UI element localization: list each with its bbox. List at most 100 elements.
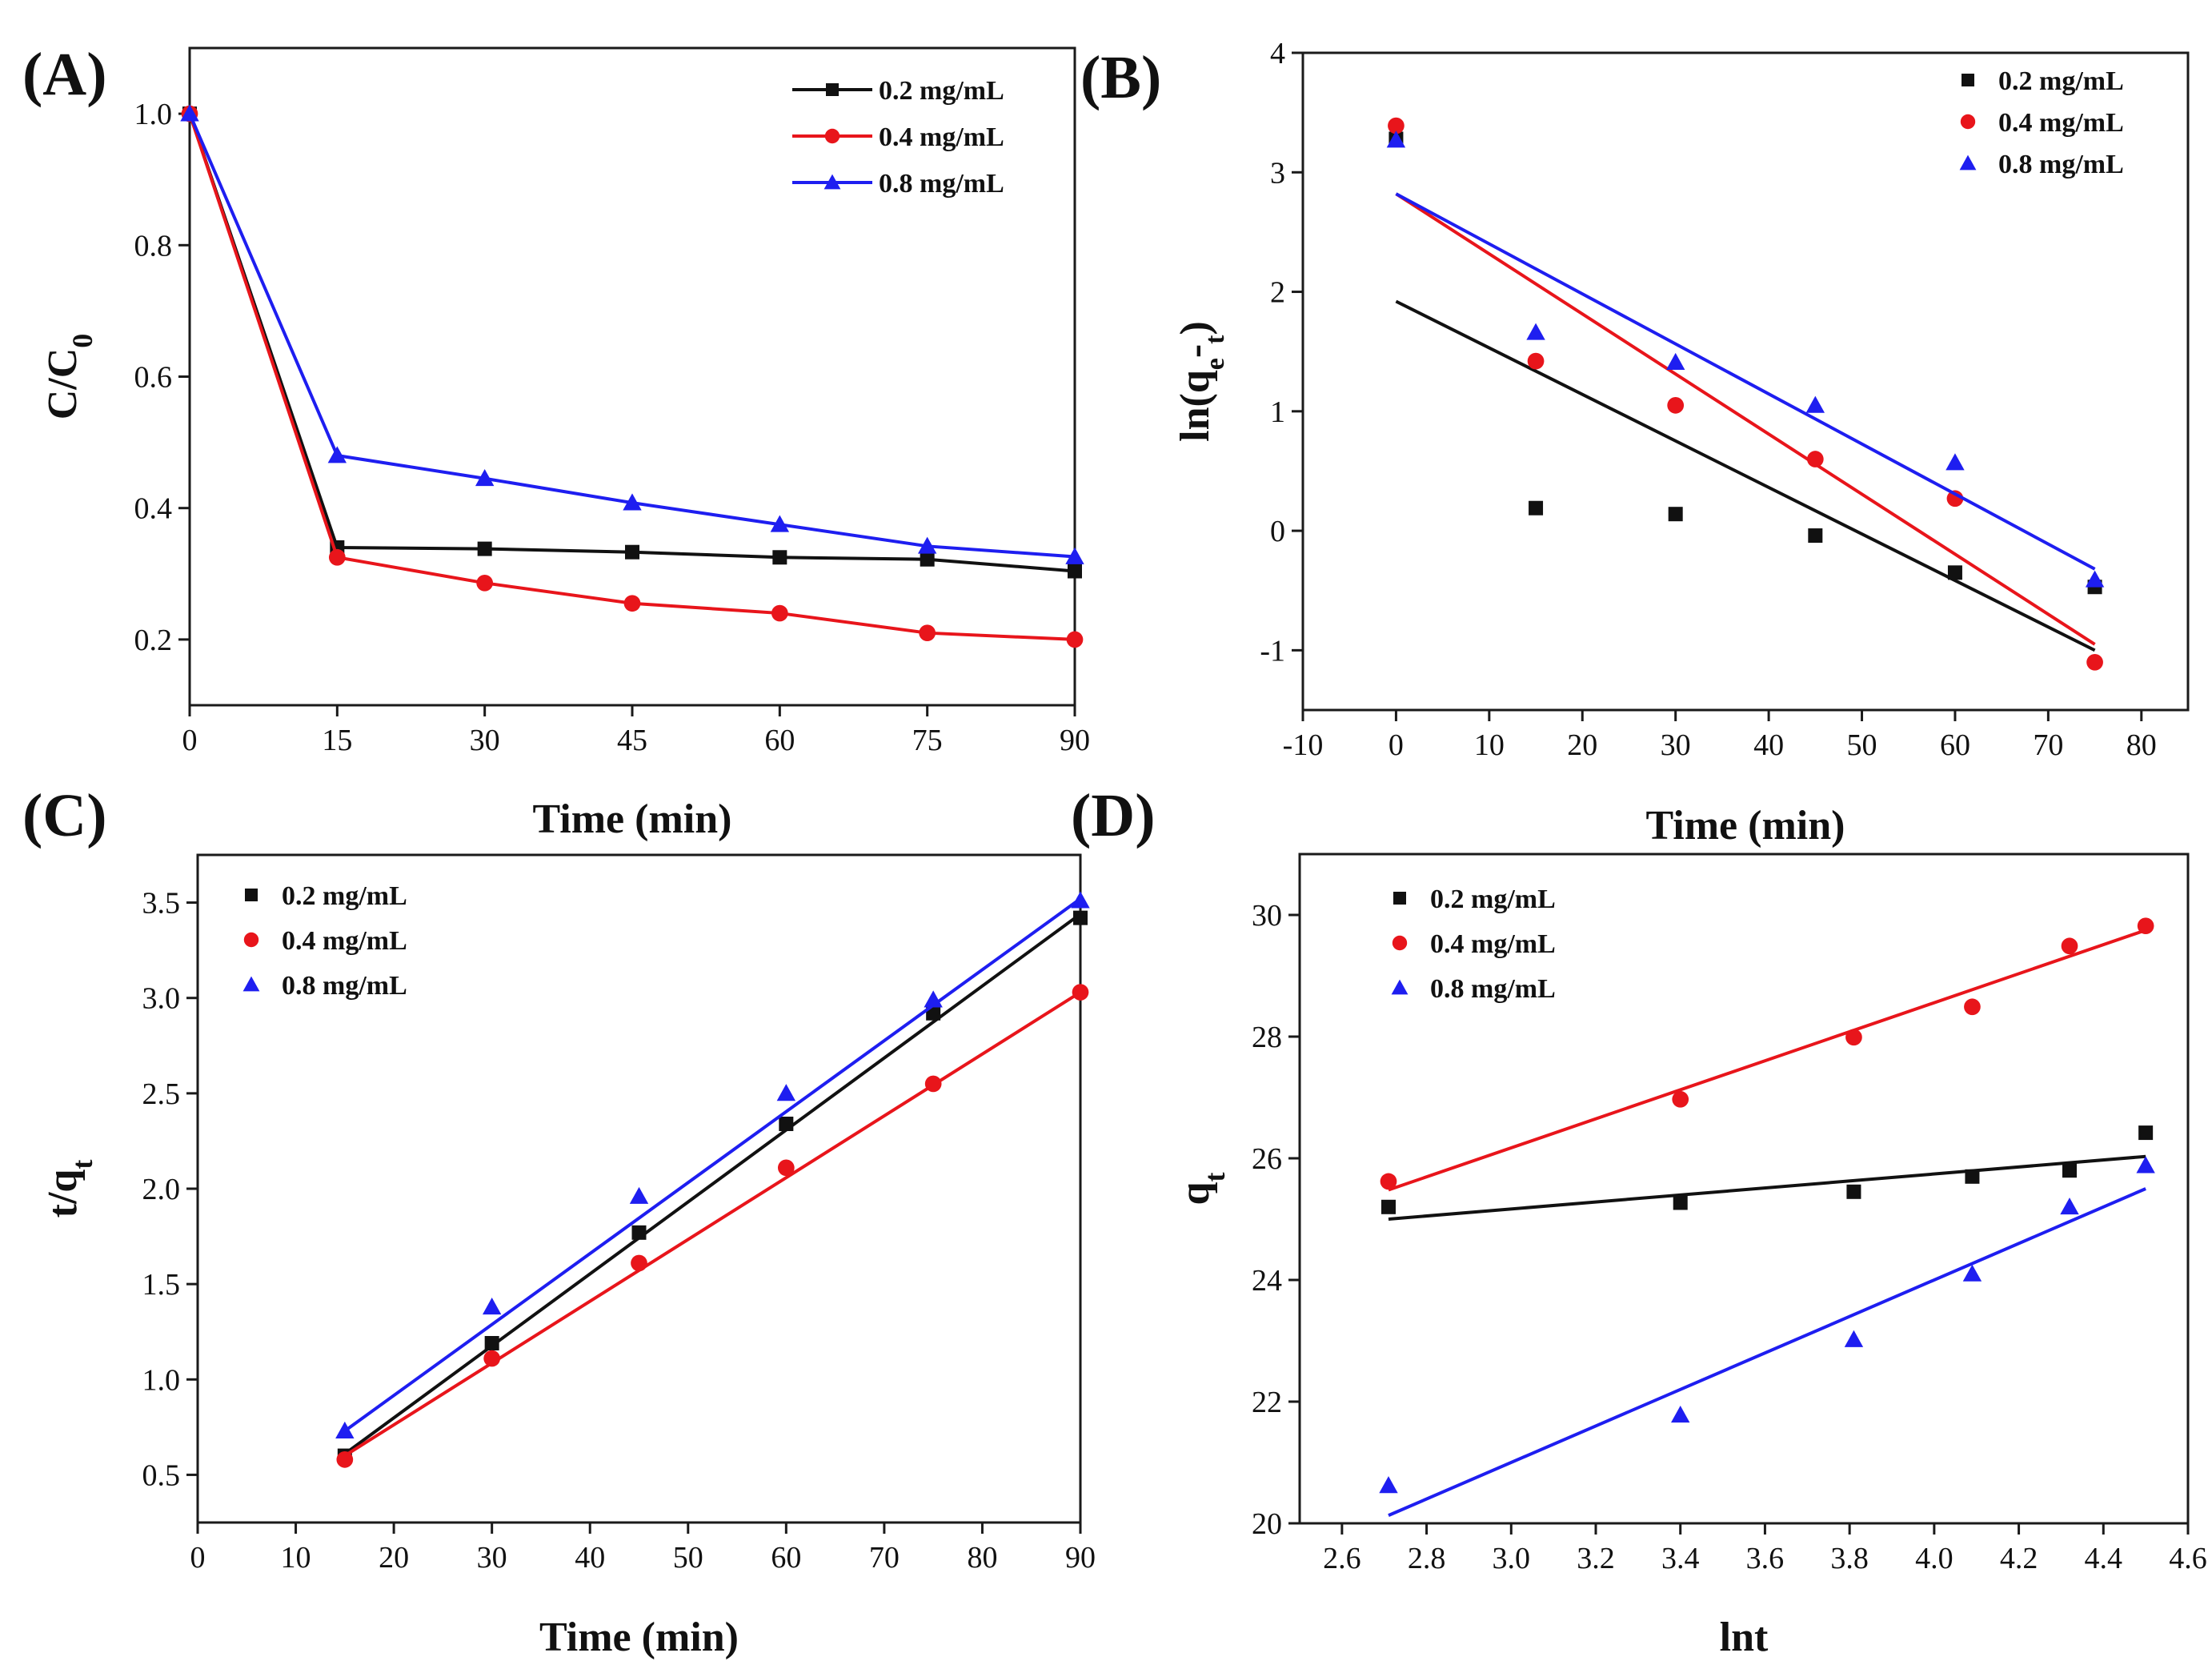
series-3 bbox=[1379, 1156, 2155, 1517]
data-point bbox=[2086, 653, 2103, 671]
y-tick-label: 30 bbox=[1252, 899, 1282, 933]
data-point bbox=[1527, 352, 1545, 370]
x-tick-label: 4.2 bbox=[2000, 1542, 2038, 1575]
y-tick-label: 0.6 bbox=[134, 361, 173, 395]
x-tick-label: 4.6 bbox=[2169, 1542, 2207, 1575]
y-tick-label: 1.0 bbox=[142, 1363, 181, 1397]
data-point bbox=[924, 990, 943, 1008]
data-point bbox=[1386, 130, 1406, 148]
data-point bbox=[1668, 507, 1683, 522]
series-3 bbox=[1386, 130, 2105, 588]
y-axis-title: ln(qe-t) bbox=[1172, 321, 1230, 442]
legend-label: 0.8 mg/mL bbox=[1998, 150, 2124, 179]
fit-line bbox=[343, 990, 1082, 1458]
panel-d: 2.6 2.8 3.0 3.2 3.4 3.6 3.8 4.0 4.2 4.4 4.6 20 22 24 2… bbox=[1071, 782, 2207, 1660]
legend-label: 0.4 mg/mL bbox=[282, 926, 407, 956]
fit-line bbox=[1388, 929, 2146, 1192]
data-point bbox=[1072, 984, 1089, 1001]
x-tick-label: 0 bbox=[190, 1541, 206, 1575]
legend-marker bbox=[823, 174, 841, 190]
x-tick-label: 50 bbox=[1847, 728, 1877, 762]
y-tick-label: 3.0 bbox=[142, 982, 181, 1016]
series-3 bbox=[335, 891, 1090, 1438]
x-tick-label: 60 bbox=[771, 1541, 801, 1575]
y-tick-label: -1 bbox=[1260, 634, 1285, 668]
data-point bbox=[2085, 570, 2105, 588]
x-tick-label: -10 bbox=[1283, 728, 1324, 762]
legend-label: 0.2 mg/mL bbox=[1998, 66, 2124, 96]
series-1 bbox=[1381, 1125, 2154, 1221]
fit-line bbox=[343, 913, 1082, 1455]
data-point bbox=[180, 104, 199, 122]
data-point bbox=[2060, 1198, 2079, 1215]
plot-frame bbox=[1301, 51, 2190, 712]
panel-letter: (B) bbox=[1080, 44, 1161, 111]
data-point bbox=[625, 544, 639, 560]
legend-label: 0.8 mg/mL bbox=[1430, 974, 1556, 1004]
legend-marker bbox=[1392, 935, 1408, 951]
legend-label: 0.4 mg/mL bbox=[1998, 108, 2124, 138]
fit-line bbox=[1395, 192, 2096, 571]
x-tick-label: 3.4 bbox=[1661, 1542, 1700, 1575]
legend: 0.2 mg/mL 0.4 mg/mL 0.8 mg/mL bbox=[1391, 885, 1556, 1004]
data-point bbox=[1806, 451, 1824, 467]
legend-marker bbox=[826, 83, 839, 96]
fit-line bbox=[1388, 1187, 2146, 1517]
legend-marker bbox=[1393, 892, 1406, 905]
legend-label: 0.2 mg/mL bbox=[282, 881, 407, 911]
x-tick-label: 30 bbox=[470, 724, 500, 757]
x-tick-label: 3.8 bbox=[1830, 1542, 1869, 1575]
x-tick-label: 20 bbox=[379, 1541, 409, 1575]
y-tick-label: 0.5 bbox=[142, 1458, 181, 1492]
legend-marker bbox=[824, 128, 840, 144]
x-tick-label: 4.4 bbox=[2085, 1542, 2123, 1575]
x-tick-label: 3.6 bbox=[1746, 1542, 1785, 1575]
data-point bbox=[2137, 917, 2154, 935]
x-tick-label: 40 bbox=[1753, 728, 1784, 762]
legend-marker bbox=[245, 889, 258, 901]
legend-label: 0.4 mg/mL bbox=[1430, 929, 1556, 959]
x-axis-title: Time (min) bbox=[539, 1615, 739, 1660]
x-tick-label: 10 bbox=[281, 1541, 311, 1575]
x-tick-label: 45 bbox=[617, 724, 647, 757]
legend-marker bbox=[1959, 154, 1977, 171]
data-point bbox=[1529, 500, 1544, 516]
x-tick-label: 10 bbox=[1474, 728, 1505, 762]
x-tick-label: 60 bbox=[764, 724, 795, 757]
data-point bbox=[1672, 1090, 1689, 1108]
y-axis-title: qt bbox=[1172, 1173, 1231, 1206]
legend-label: 0.2 mg/mL bbox=[879, 76, 1004, 106]
data-point bbox=[2136, 1156, 2155, 1174]
data-point bbox=[1964, 998, 1981, 1016]
data-point bbox=[631, 1225, 647, 1240]
data-point bbox=[1808, 528, 1823, 544]
y-tick-label: 3 bbox=[1270, 156, 1285, 190]
y-tick-label: 20 bbox=[1252, 1507, 1282, 1541]
legend: 0.2 mg/mL 0.4 mg/mL 0.8 mg/mL bbox=[792, 76, 1004, 199]
panel-letter: (D) bbox=[1071, 782, 1156, 849]
data-point bbox=[772, 550, 787, 565]
data-point bbox=[1673, 1195, 1688, 1210]
data-point bbox=[482, 1298, 502, 1315]
data-point bbox=[1665, 352, 1685, 370]
y-tick-label: 4 bbox=[1270, 37, 1285, 70]
data-point bbox=[919, 624, 936, 642]
legend: 0.2 mg/mL 0.4 mg/mL 0.8 mg/mL bbox=[1959, 66, 2124, 179]
y-tick-label: 0.2 bbox=[134, 624, 173, 657]
data-point bbox=[1526, 323, 1545, 340]
x-tick-label: 3.0 bbox=[1493, 1542, 1531, 1575]
y-tick-label: 1 bbox=[1270, 395, 1285, 429]
data-point bbox=[328, 548, 346, 566]
y-tick-label: 26 bbox=[1252, 1142, 1282, 1176]
x-tick-label: 2.6 bbox=[1323, 1542, 1361, 1575]
data-point bbox=[629, 1186, 649, 1204]
data-point bbox=[1844, 1330, 1864, 1347]
data-point bbox=[1380, 1173, 1397, 1190]
panel-letter: (C) bbox=[22, 782, 107, 849]
x-tick-label: 80 bbox=[967, 1541, 997, 1575]
data-point bbox=[2061, 937, 2078, 955]
x-axis-title: Time (min) bbox=[1646, 803, 1845, 849]
data-point bbox=[623, 595, 641, 612]
data-point bbox=[1068, 564, 1082, 579]
